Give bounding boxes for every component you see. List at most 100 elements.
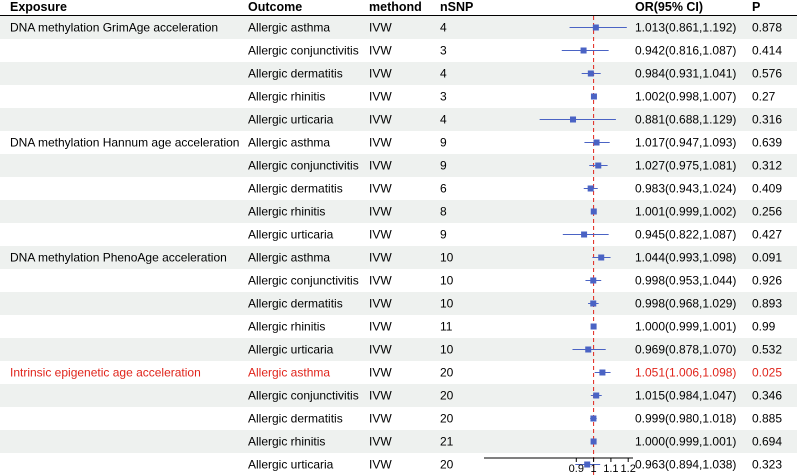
x-tick-label: 1 (591, 463, 597, 475)
point-estimate (590, 208, 597, 215)
nsnp-cell: 6 (440, 182, 447, 196)
nsnp-cell: 20 (440, 389, 454, 403)
header-outcome: Outcome (248, 0, 302, 14)
p-value-cell: 0.99 (752, 320, 776, 334)
table-header: Exposure Outcome methond nSNP OR(95% CI)… (10, 0, 760, 14)
p-value-cell: 0.576 (752, 67, 782, 81)
or-ci-cell: 1.044(0.993,1.098) (635, 251, 736, 265)
x-tick-label: 1.1 (603, 463, 618, 475)
row-stripe (0, 154, 797, 177)
method-cell: IVW (369, 182, 392, 196)
or-ci-cell: 0.969(0.878,1.070) (635, 343, 736, 357)
header-method: methond (369, 0, 422, 14)
point-estimate (590, 300, 597, 307)
or-ci-cell: 0.963(0.894,1.038) (635, 458, 736, 472)
or-ci-cell: 1.000(0.999,1.001) (635, 435, 736, 449)
point-estimate (590, 277, 597, 284)
nsnp-cell: 3 (440, 90, 447, 104)
outcome-cell: Allergic conjunctivitis (248, 274, 359, 288)
point-estimate (580, 47, 587, 54)
or-ci-cell: 0.945(0.822,1.087) (635, 228, 736, 242)
p-value-cell: 0.427 (752, 228, 782, 242)
or-ci-cell: 1.001(0.999,1.002) (635, 205, 736, 219)
method-cell: IVW (369, 205, 392, 219)
nsnp-cell: 9 (440, 136, 447, 150)
outcome-cell: Allergic urticaria (248, 458, 334, 472)
outcome-cell: Allergic conjunctivitis (248, 159, 359, 173)
nsnp-cell: 20 (440, 366, 454, 380)
nsnp-cell: 4 (440, 21, 447, 35)
point-estimate (590, 415, 597, 422)
method-cell: IVW (369, 435, 392, 449)
nsnp-cell: 10 (440, 274, 454, 288)
p-value-cell: 0.926 (752, 274, 782, 288)
or-ci-cell: 1.015(0.984,1.047) (635, 389, 736, 403)
header-or: OR(95% CI) (635, 0, 703, 14)
p-value-cell: 0.885 (752, 412, 782, 426)
nsnp-cell: 11 (440, 320, 453, 334)
nsnp-cell: 9 (440, 228, 447, 242)
point-estimate (590, 323, 597, 330)
row-stripe (0, 430, 797, 453)
method-cell: IVW (369, 458, 392, 472)
row-stripe (0, 108, 797, 131)
nsnp-cell: 20 (440, 458, 454, 472)
method-cell: IVW (369, 297, 392, 311)
outcome-cell: Allergic rhinitis (248, 205, 325, 219)
method-cell: IVW (369, 366, 392, 380)
method-cell: IVW (369, 113, 392, 127)
p-value-cell: 0.414 (752, 44, 782, 58)
outcome-cell: Allergic asthma (248, 251, 330, 265)
p-value-cell: 0.409 (752, 182, 782, 196)
header-p: P (752, 0, 760, 14)
x-axis: 0.9 1 1.1 1.2 (484, 457, 636, 475)
p-value-cell: 0.639 (752, 136, 782, 150)
nsnp-cell: 4 (440, 113, 447, 127)
nsnp-cell: 10 (440, 251, 454, 265)
or-ci-cell: 1.000(0.999,1.001) (635, 320, 736, 334)
p-value-cell: 0.312 (752, 159, 782, 173)
header-exposure: Exposure (10, 0, 67, 14)
point-estimate (581, 231, 588, 238)
method-cell: IVW (369, 228, 392, 242)
row-stripe (0, 16, 797, 39)
x-tick-label: 1.2 (621, 463, 636, 475)
method-cell: IVW (369, 320, 392, 334)
nsnp-cell: 10 (440, 343, 454, 357)
row-stripe (0, 338, 797, 361)
x-tick-label: 0.9 (569, 463, 584, 475)
nsnp-cell: 4 (440, 67, 447, 81)
nsnp-cell: 9 (440, 159, 447, 173)
outcome-cell: Allergic asthma (248, 21, 330, 35)
outcome-cell: Allergic urticaria (248, 343, 334, 357)
or-ci-cell: 0.983(0.943,1.024) (635, 182, 736, 196)
method-cell: IVW (369, 90, 392, 104)
p-value-cell: 0.694 (752, 435, 782, 449)
p-value-cell: 0.091 (752, 251, 782, 265)
outcome-cell: Allergic rhinitis (248, 320, 325, 334)
point-estimate (585, 346, 592, 353)
method-cell: IVW (369, 251, 392, 265)
row-stripe (0, 246, 797, 269)
outcome-cell: Allergic conjunctivitis (248, 389, 359, 403)
row-stripe (0, 384, 797, 407)
table-body: DNA methylation GrimAge acceleration Alle… (10, 21, 782, 472)
outcome-cell: Allergic rhinitis (248, 90, 325, 104)
p-value-cell: 0.316 (752, 113, 782, 127)
p-value-cell: 0.878 (752, 21, 782, 35)
outcome-cell: Allergic dermatitis (248, 412, 343, 426)
outcome-cell: Allergic urticaria (248, 228, 334, 242)
p-value-cell: 0.256 (752, 205, 782, 219)
nsnp-cell: 8 (440, 205, 447, 219)
row-stripe (0, 62, 797, 85)
point-estimate (593, 392, 600, 399)
or-ci-cell: 0.984(0.931,1.041) (635, 67, 736, 81)
or-ci-cell: 0.942(0.816,1.087) (635, 44, 736, 58)
p-value-cell: 0.532 (752, 343, 782, 357)
forest-plot-area (539, 16, 627, 475)
or-ci-cell: 1.002(0.998,1.007) (635, 90, 736, 104)
or-ci-cell: 0.998(0.968,1.029) (635, 297, 736, 311)
p-value-cell: 0.893 (752, 297, 782, 311)
nsnp-cell: 3 (440, 44, 447, 58)
method-cell: IVW (369, 136, 392, 150)
